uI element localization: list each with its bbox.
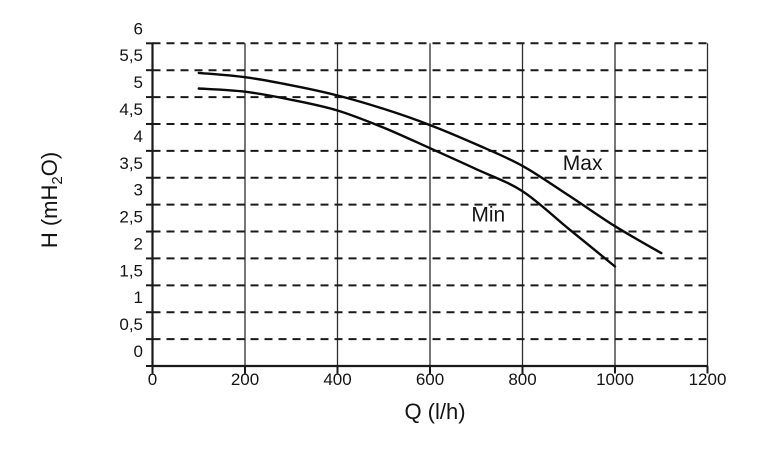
y-tick-label: 2,5 (119, 208, 143, 227)
x-tick-label: 0 (148, 370, 157, 389)
grid-layer (152, 42, 709, 366)
series-label-min: Min (471, 203, 505, 226)
x-axis-title: Q (l/h) (404, 399, 465, 424)
y-tick-label: 5,5 (119, 46, 143, 65)
x-tick-label: 1200 (689, 370, 727, 389)
y-tick-label: 0,5 (119, 315, 143, 334)
y-tick-label: 4,5 (119, 100, 143, 119)
y-tick-label: 1,5 (119, 261, 143, 280)
y-tick-label: 0 (134, 342, 143, 361)
y-axis-title: H (mH2O) (37, 152, 66, 248)
x-tick-label: 800 (508, 370, 536, 389)
tick-label-layer: 0 200 400 600 800 1000 1200 0 0,5 1 1,5 2 2,5 3 3,5 4 4,… (119, 19, 726, 389)
series-label-max: Max (563, 152, 603, 175)
axis-layer (146, 42, 709, 374)
y-tick-label: 1 (134, 288, 143, 307)
y-axis-title-subscript: 2 (49, 176, 66, 184)
x-tick-label: 600 (416, 370, 444, 389)
y-tick-label: 2 (134, 234, 143, 253)
y-tick-label: 4 (134, 127, 143, 146)
curve-max (197, 71, 663, 255)
curve-min (197, 87, 617, 268)
y-axis-title-end: O) (37, 152, 62, 176)
curve-layer: Max Min (197, 71, 663, 268)
x-tick-label: 200 (231, 370, 259, 389)
y-tick-label: 6 (134, 19, 143, 38)
y-tick-label: 5 (134, 73, 143, 92)
x-tick-label: 400 (323, 370, 351, 389)
y-tick-label: 3,5 (119, 154, 143, 173)
x-tick-label: 1000 (596, 370, 634, 389)
y-tick-label: 3 (134, 181, 143, 200)
y-axis-title-main: H (mH (37, 185, 62, 249)
